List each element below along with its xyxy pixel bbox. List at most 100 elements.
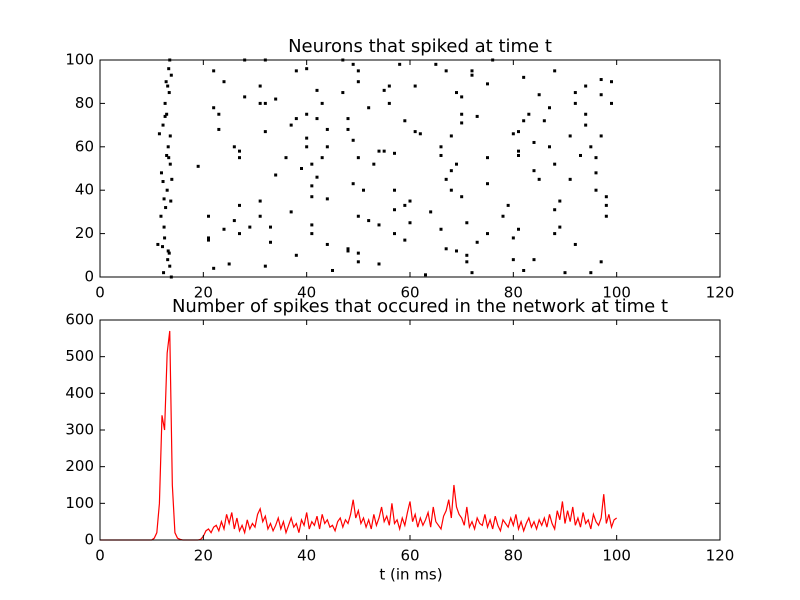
spike-dot [382, 88, 386, 92]
spike-dot [522, 119, 526, 123]
spike-dot [258, 199, 262, 203]
spike-dot [367, 106, 371, 110]
spike-dot [424, 273, 427, 277]
spike-dot [248, 225, 252, 229]
spike-dot [325, 242, 329, 246]
x-tick-label: 60 [400, 284, 419, 302]
spike-dot [168, 162, 172, 166]
spike-dot [413, 84, 417, 88]
spike-dot [573, 242, 577, 246]
spike-dot [455, 91, 458, 95]
spike-dot [455, 162, 458, 166]
spike-dot [351, 138, 355, 142]
y-tick-label: 400 [65, 384, 94, 402]
spike-dot [300, 167, 303, 170]
spike-dot [196, 164, 200, 168]
spike-dot [217, 127, 221, 131]
spike-dot [294, 69, 298, 73]
spike-dot [573, 101, 577, 105]
spike-dot [599, 260, 603, 264]
spike-dot [408, 199, 412, 203]
spike-dot [284, 156, 288, 160]
spike-dot [604, 195, 608, 199]
chart-title: Number of spikes that occured in the net… [172, 296, 668, 317]
spike-dot [563, 271, 567, 275]
spike-dot [367, 219, 371, 223]
spike-dot [161, 123, 165, 127]
spike-dot [238, 203, 241, 207]
spike-dot [346, 247, 350, 251]
spike-dot [169, 73, 173, 77]
spike-dot [315, 175, 319, 179]
spike-dot [532, 258, 536, 262]
spike-dot [558, 199, 562, 203]
y-tick-label: 200 [65, 457, 94, 475]
spike-dot [501, 214, 505, 218]
spike-dot [305, 136, 309, 140]
spike-dot [594, 156, 598, 160]
spike-dot [331, 268, 334, 272]
spike-dot [294, 253, 298, 257]
spike-dot [310, 162, 314, 166]
spike-dot [238, 232, 241, 236]
spike-dot [470, 69, 474, 73]
spike-dot [207, 236, 210, 240]
x-tick-label: 80 [504, 284, 523, 302]
spike-dot [305, 67, 309, 71]
spike-dot [162, 197, 166, 201]
spike-dot [305, 112, 309, 116]
spike-dot [289, 210, 293, 214]
spike-dot [444, 177, 448, 181]
spike-dot [263, 130, 267, 134]
spike-dot [351, 182, 355, 186]
spike-dot [168, 264, 172, 268]
spike-dot [465, 253, 469, 257]
y-tick-label: 300 [65, 421, 94, 439]
x-tick-label: 80 [504, 547, 523, 565]
spike-dot [356, 69, 360, 73]
spike-dot [439, 153, 443, 157]
spike-dot [517, 130, 520, 134]
spike-dot [263, 101, 267, 105]
spike-dot [568, 134, 572, 138]
spike-dot [584, 123, 588, 127]
spike-dot [511, 236, 515, 240]
spike-dot [166, 145, 170, 149]
spike-dot [238, 149, 241, 153]
spike-dot [382, 149, 386, 153]
spike-dot [506, 203, 510, 207]
spike-dot [475, 114, 479, 118]
x-tick-label: 100 [602, 547, 631, 565]
spike-dot [258, 214, 262, 218]
spike-dot [594, 171, 598, 175]
spike-dot [310, 232, 314, 236]
spike-dot [166, 249, 170, 253]
spike-dot [527, 112, 531, 116]
spike-dot [589, 145, 593, 149]
spike-dot [460, 95, 464, 99]
spike-dot [157, 132, 161, 136]
x-tick-label: 20 [194, 284, 213, 302]
spike-dot [511, 258, 515, 262]
spike-dot [167, 91, 171, 95]
spike-dot [460, 112, 464, 116]
spike-dot [351, 62, 355, 66]
spike-dot [599, 78, 603, 82]
spike-dot [511, 132, 515, 136]
spike-dot [573, 91, 577, 95]
x-tick-label: 40 [297, 547, 316, 565]
spike-dot [170, 177, 174, 181]
spike-dot [548, 106, 551, 110]
x-tick-label: 20 [194, 547, 213, 565]
spike-dot [589, 271, 593, 275]
spike-dot [258, 101, 262, 105]
spike-dot [449, 169, 453, 173]
spike-dot [310, 184, 314, 188]
spike-dot [439, 145, 443, 149]
spike-dot [163, 101, 167, 105]
spike-dot [553, 232, 557, 236]
spike-dot [315, 88, 319, 92]
spike-dot [289, 123, 293, 127]
spike-dot [356, 260, 360, 264]
